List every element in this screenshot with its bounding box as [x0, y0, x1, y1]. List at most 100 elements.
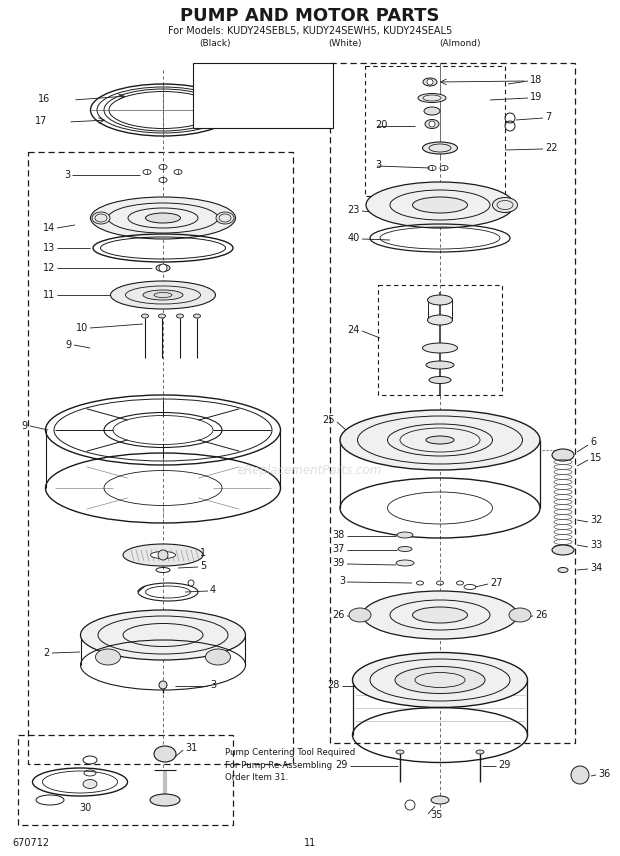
Text: 12: 12	[43, 263, 55, 273]
Text: 14: 14	[43, 223, 55, 233]
Ellipse shape	[412, 197, 467, 213]
Ellipse shape	[552, 545, 574, 555]
Ellipse shape	[91, 197, 236, 239]
Ellipse shape	[150, 794, 180, 806]
Text: 7: 7	[545, 112, 551, 122]
Circle shape	[571, 766, 589, 784]
Text: 6: 6	[590, 437, 596, 447]
Text: 36: 36	[598, 769, 610, 779]
Text: 19: 19	[530, 92, 542, 102]
Ellipse shape	[156, 265, 170, 271]
Ellipse shape	[396, 560, 414, 566]
Text: eReplacementParts.com: eReplacementParts.com	[238, 463, 382, 477]
Text: 38: 38	[333, 530, 345, 540]
Text: 23: 23	[348, 205, 360, 215]
Circle shape	[429, 121, 435, 127]
Ellipse shape	[110, 281, 216, 309]
Text: 27: 27	[490, 578, 502, 588]
Text: 3: 3	[210, 680, 216, 690]
Ellipse shape	[95, 649, 120, 665]
Ellipse shape	[353, 652, 528, 708]
Text: 3: 3	[375, 160, 381, 170]
Circle shape	[188, 580, 194, 586]
Ellipse shape	[428, 295, 453, 305]
Ellipse shape	[509, 608, 531, 622]
Circle shape	[158, 550, 168, 560]
Text: 17: 17	[35, 116, 47, 126]
Ellipse shape	[151, 551, 175, 558]
Ellipse shape	[177, 314, 184, 318]
Text: 1: 1	[200, 548, 206, 558]
Ellipse shape	[363, 591, 518, 639]
Text: 33: 33	[590, 540, 602, 550]
Text: 32: 32	[590, 515, 603, 525]
Text: 28: 28	[327, 680, 340, 690]
Text: 670712: 670712	[12, 838, 49, 848]
Ellipse shape	[92, 212, 110, 224]
Ellipse shape	[154, 746, 176, 762]
Text: 22: 22	[545, 143, 557, 153]
Text: 16: 16	[38, 94, 50, 104]
Text: 24: 24	[348, 325, 360, 335]
Ellipse shape	[412, 607, 467, 623]
FancyBboxPatch shape	[193, 63, 333, 128]
Ellipse shape	[83, 780, 97, 788]
Ellipse shape	[428, 315, 453, 325]
Ellipse shape	[425, 120, 439, 128]
Ellipse shape	[552, 449, 574, 461]
Text: 34: 34	[590, 563, 602, 573]
Text: 30: 30	[79, 803, 91, 813]
Ellipse shape	[431, 796, 449, 804]
Ellipse shape	[492, 198, 518, 212]
Text: 26: 26	[535, 610, 547, 620]
Text: (Black): (Black)	[199, 39, 231, 47]
Text: 3: 3	[64, 170, 70, 180]
Text: For Models: KUDY24SEBL5, KUDY24SEWH5, KUDY24SEAL5: For Models: KUDY24SEBL5, KUDY24SEWH5, KU…	[168, 26, 452, 36]
Ellipse shape	[81, 610, 246, 660]
Ellipse shape	[159, 681, 167, 689]
Ellipse shape	[476, 750, 484, 754]
Text: 35: 35	[430, 810, 443, 820]
Ellipse shape	[340, 410, 540, 470]
Text: 25: 25	[322, 415, 335, 425]
Ellipse shape	[429, 377, 451, 383]
Text: 26: 26	[332, 610, 345, 620]
Text: (White): (White)	[328, 39, 361, 47]
Text: 40: 40	[348, 233, 360, 243]
Ellipse shape	[349, 608, 371, 622]
Ellipse shape	[398, 546, 412, 551]
Text: 2: 2	[44, 648, 50, 658]
Text: 31: 31	[185, 743, 197, 753]
Ellipse shape	[422, 142, 458, 154]
Text: 37: 37	[332, 544, 345, 554]
Ellipse shape	[558, 568, 568, 573]
Circle shape	[159, 264, 167, 272]
Text: PUMP AND MOTOR PARTS: PUMP AND MOTOR PARTS	[180, 7, 440, 25]
Ellipse shape	[141, 314, 149, 318]
Text: 29: 29	[335, 760, 348, 770]
Text: 13: 13	[43, 243, 55, 253]
Ellipse shape	[159, 314, 166, 318]
Text: 39: 39	[333, 558, 345, 568]
Circle shape	[427, 79, 433, 85]
Ellipse shape	[423, 78, 437, 86]
Ellipse shape	[143, 290, 183, 300]
Ellipse shape	[396, 750, 404, 754]
Text: 20: 20	[375, 120, 388, 130]
Ellipse shape	[395, 667, 485, 693]
Text: Pump Centering Tool Required
For Pump Re-Assembling
Order Item 31.: Pump Centering Tool Required For Pump Re…	[225, 748, 355, 782]
Text: Note: The Pump Gasket
Must Be Replaced Anytime
The Pump Assembly is
Removed And : Note: The Pump Gasket Must Be Replaced A…	[197, 68, 310, 127]
Text: 4: 4	[210, 585, 216, 595]
Text: 15: 15	[590, 453, 603, 463]
Text: 9: 9	[66, 340, 72, 350]
Text: 3: 3	[339, 576, 345, 586]
Ellipse shape	[422, 343, 458, 353]
Ellipse shape	[146, 213, 180, 223]
Text: 10: 10	[76, 323, 88, 333]
Ellipse shape	[123, 544, 203, 566]
Text: 11: 11	[43, 290, 55, 300]
Ellipse shape	[426, 436, 454, 444]
Text: (Almond): (Almond)	[439, 39, 480, 47]
Ellipse shape	[193, 314, 200, 318]
Ellipse shape	[397, 532, 413, 538]
